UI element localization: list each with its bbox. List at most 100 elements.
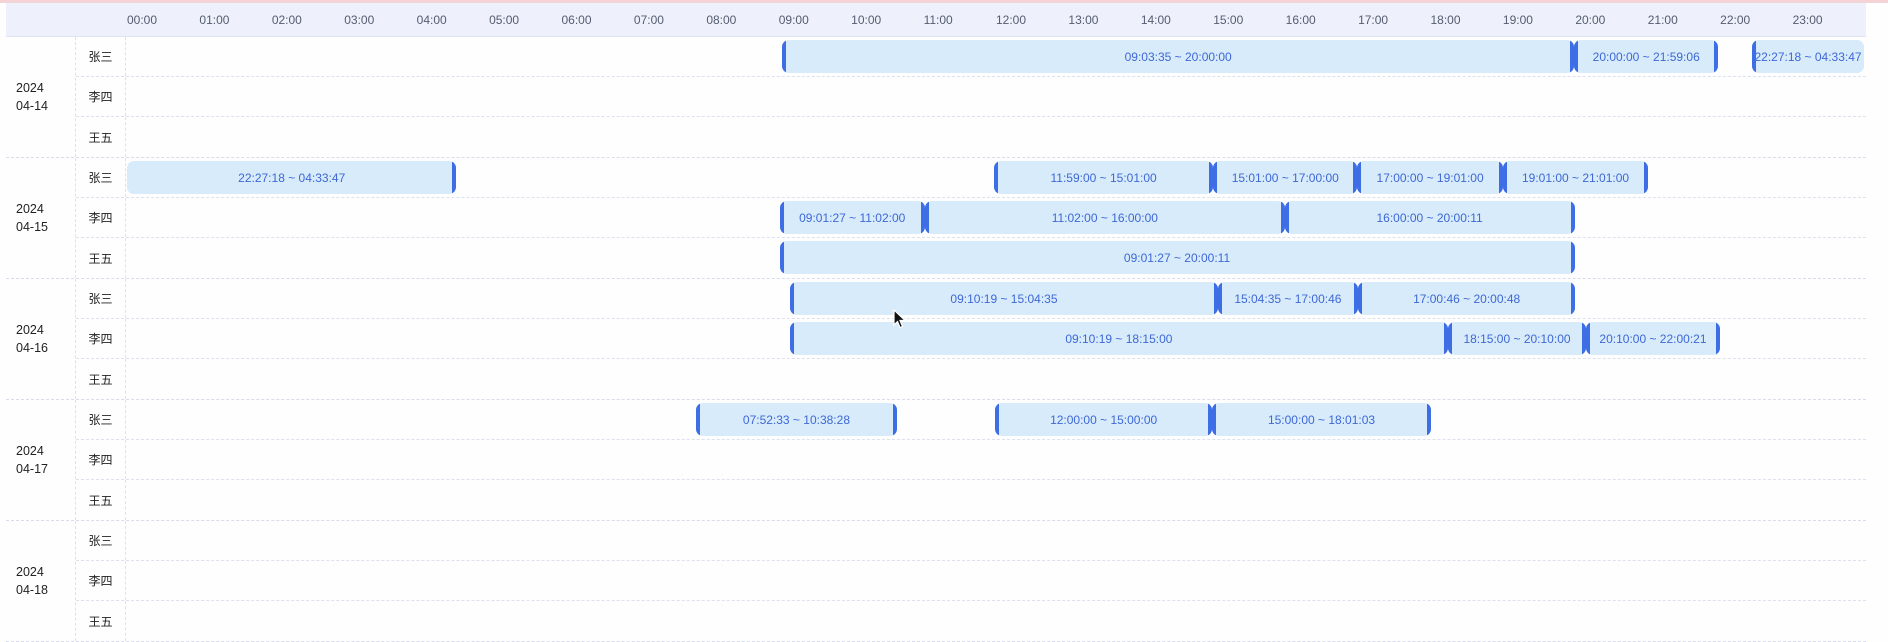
timeline-track[interactable]: 09:01:27 ~ 11:02:00 11:02:00 ~ 16:00:00 16… [126,198,1866,237]
hour-label: 09:00 [778,13,809,27]
resize-handle-left[interactable] [696,403,701,436]
timeline-track[interactable]: 09:10:19 ~ 18:15:00 18:15:00 ~ 20:10:00 20… [126,319,1866,358]
timeline-track[interactable] [126,359,1866,399]
resize-handle-left[interactable] [1284,201,1289,234]
person-name: 王五 [76,601,126,641]
resize-handle-right[interactable] [1715,322,1720,355]
hour-label: 11:00 [923,13,953,27]
time-slot-bar[interactable]: 11:59:00 ~ 15:01:00 [993,161,1214,194]
timeline-track[interactable]: 09:03:35 ~ 20:00:00 20:00:00 ~ 21:59:06 22… [126,37,1866,76]
time-slot-bar[interactable]: 16:00:00 ~ 20:00:11 [1284,201,1575,234]
resize-handle-left[interactable] [779,241,784,274]
hour-label: 21:00 [1647,13,1678,27]
time-slot-bar[interactable]: 09:10:19 ~ 18:15:00 [790,322,1448,355]
resize-handle-left[interactable] [1357,161,1362,194]
timeline-track[interactable]: 09:10:19 ~ 15:04:35 15:04:35 ~ 17:00:46 17… [126,279,1866,318]
resize-handle-left[interactable] [1752,40,1757,73]
resize-handle-right[interactable] [920,201,925,234]
resize-handle-right[interactable] [1570,40,1575,73]
resize-handle-right[interactable] [452,161,457,194]
time-range-label: 17:00:00 ~ 19:01:00 [1376,170,1484,185]
timeline-track[interactable]: 09:01:27 ~ 20:00:11 [126,238,1866,278]
resize-handle-right[interactable] [1443,322,1448,355]
timeline-track[interactable] [126,77,1866,116]
time-slot-bar[interactable]: 17:00:46 ~ 20:00:48 [1358,282,1576,315]
time-slot-bar[interactable]: 09:01:27 ~ 20:00:11 [779,241,1575,274]
time-slot-bar[interactable]: 09:03:35 ~ 20:00:00 [782,40,1575,73]
time-slot-bar[interactable]: 22:27:18 ~ 04:33:47 [127,161,457,194]
timeline-track[interactable] [126,601,1866,641]
timeline-track[interactable]: 22:27:18 ~ 04:33:47 11:59:00 ~ 15:01:00 15… [126,158,1866,197]
time-slot-bar[interactable]: 15:01:00 ~ 17:00:00 [1213,161,1358,194]
resize-handle-right[interactable] [1353,161,1358,194]
hour-label: 23:00 [1792,13,1823,27]
timeline-track[interactable] [126,440,1866,479]
resize-handle-right[interactable] [892,403,897,436]
person-row: 李四 09:10:19 ~ 18:15:00 18:15:00 ~ 20:10:00… [76,319,1866,359]
timeline-track[interactable] [126,480,1866,520]
resize-handle-left[interactable] [1213,161,1218,194]
time-slot-bar[interactable]: 20:00:00 ~ 21:59:06 [1574,40,1719,73]
resize-handle-right[interactable] [1208,403,1213,436]
resize-handle-right[interactable] [1570,241,1575,274]
time-slot-bar[interactable]: 11:02:00 ~ 16:00:00 [924,201,1285,234]
date-cell: 2024 04-15 [6,158,76,278]
resize-handle-left[interactable] [790,282,795,315]
resize-handle-right[interactable] [1570,201,1575,234]
resize-handle-left[interactable] [1586,322,1591,355]
time-slot-bar[interactable]: 15:04:35 ~ 17:00:46 [1217,282,1358,315]
timeline-track[interactable] [126,117,1866,157]
time-slot-bar[interactable]: 09:01:27 ~ 11:02:00 [779,201,925,234]
person-row: 李四 09:01:27 ~ 11:02:00 11:02:00 ~ 16:00:00… [76,198,1866,238]
resize-handle-left[interactable] [993,161,998,194]
time-slot-bar[interactable]: 17:00:00 ~ 19:01:00 [1357,161,1504,194]
person-name: 李四 [76,561,126,600]
hour-label: 12:00 [996,13,1027,27]
resize-handle-left[interactable] [1358,282,1362,315]
date-year: 2024 [16,202,44,216]
time-range-label: 11:59:00 ~ 15:01:00 [1050,170,1157,185]
person-row: 李四 [76,561,1866,601]
resize-handle-left[interactable] [1212,403,1217,436]
resize-handle-right[interactable] [1209,161,1214,194]
resize-handle-right[interactable] [1426,403,1431,436]
resize-handle-left[interactable] [995,403,999,436]
time-slot-bar[interactable]: 15:00:00 ~ 18:01:03 [1212,403,1431,436]
resize-handle-left[interactable] [1217,282,1222,315]
resize-handle-right[interactable] [1354,282,1358,315]
resize-handle-left[interactable] [1503,161,1508,194]
time-slot-bar[interactable]: 12:00:00 ~ 15:00:00 [995,403,1213,436]
resize-handle-right[interactable] [1571,282,1576,315]
time-slot-bar[interactable]: 18:15:00 ~ 20:10:00 [1447,322,1587,355]
resize-handle-right[interactable] [1213,282,1218,315]
time-range-label: 09:10:19 ~ 15:04:35 [950,291,1058,306]
timeline-track[interactable] [126,561,1866,600]
time-range-label: 19:01:00 ~ 21:01:00 [1521,170,1630,185]
time-slot-bar[interactable]: 20:10:00 ~ 22:00:21 [1586,322,1720,355]
hour-label: 04:00 [416,13,447,27]
time-slot-bar[interactable]: 07:52:33 ~ 10:38:28 [696,403,897,436]
resize-handle-left[interactable] [779,201,784,234]
person-row: 王五 [76,480,1866,520]
date-year: 2024 [16,323,44,337]
resize-handle-right[interactable] [1499,161,1504,194]
resize-handle-right[interactable] [1714,40,1719,73]
resize-handle-left[interactable] [790,322,795,355]
resize-handle-right[interactable] [1280,201,1285,234]
resize-handle-right[interactable] [1582,322,1587,355]
time-slot-bar[interactable]: 09:10:19 ~ 15:04:35 [790,282,1218,315]
time-slot-bar[interactable]: 19:01:00 ~ 21:01:00 [1503,161,1648,194]
resize-handle-right[interactable] [1643,161,1648,194]
resize-handle-left[interactable] [924,201,929,234]
time-slot-bar[interactable]: 22:27:18 ~ 04:33:47 [1752,40,1864,73]
date-group: 2024 04-14 张三 09:03:35 ~ 20:00:00 20:00:00 ~… [6,37,1866,158]
hour-label: 02:00 [271,13,302,27]
resize-handle-left[interactable] [782,40,787,73]
time-range-label: 09:01:27 ~ 11:02:00 [799,210,906,225]
person-name: 李四 [76,319,126,358]
timeline-track[interactable] [126,521,1866,560]
resize-handle-left[interactable] [1447,322,1452,355]
resize-handle-left[interactable] [1574,40,1579,73]
person-name: 王五 [76,117,126,157]
timeline-track[interactable]: 07:52:33 ~ 10:38:28 12:00:00 ~ 15:00:00 15… [126,400,1866,439]
